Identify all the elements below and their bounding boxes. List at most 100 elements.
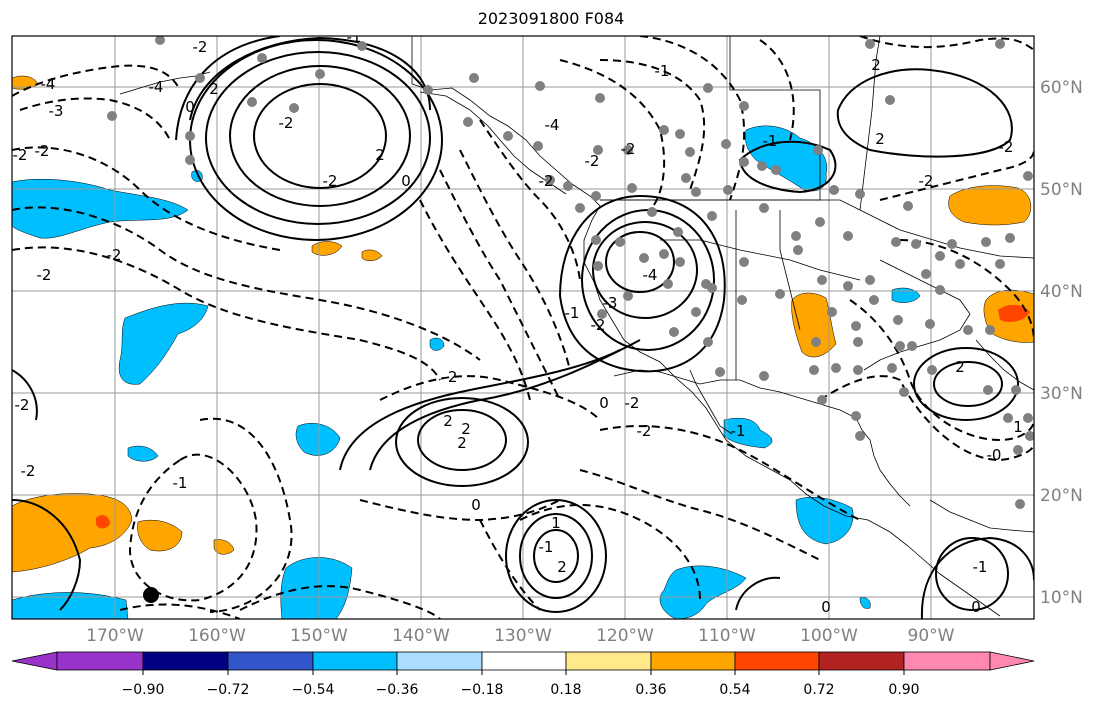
lon-label: 140°W xyxy=(392,626,450,646)
colorbar-segment xyxy=(903,651,991,671)
contour-label: -2 xyxy=(443,368,458,386)
colorbar-segment xyxy=(227,651,314,671)
lat-label: 50°N xyxy=(1040,180,1083,200)
colorbar-segment xyxy=(11,651,58,671)
contour-label: -4 xyxy=(149,78,164,96)
lon-label: 90°W xyxy=(908,626,955,646)
contour-label: 1 xyxy=(551,514,561,532)
negative-shading xyxy=(12,125,921,619)
contour-label: 2 xyxy=(209,80,219,98)
colorbar-segment xyxy=(396,651,483,671)
contour-label: -2 xyxy=(13,146,28,164)
lon-label: 150°W xyxy=(290,626,348,646)
contour-label: -1 xyxy=(565,304,580,322)
contour-label: 2 xyxy=(955,358,965,376)
contour-label: -2 xyxy=(999,138,1014,156)
contour-label: 0 xyxy=(185,98,195,116)
contour-label: -1 xyxy=(973,558,988,576)
contour-label: -2 xyxy=(35,142,50,160)
contour-label: -1 xyxy=(539,538,554,556)
contour-label: -4 xyxy=(545,116,560,134)
contour-label: -2 xyxy=(21,462,36,480)
contour-label: -2 xyxy=(621,140,636,158)
negative-contours xyxy=(12,36,1034,619)
contour-label: -1 xyxy=(655,62,670,80)
colorbar-label: −0.54 xyxy=(292,682,335,698)
lat-label: 20°N xyxy=(1040,486,1083,506)
colorbar-label: −0.36 xyxy=(376,682,419,698)
contour-label: 2 xyxy=(443,412,453,430)
colorbar-label: −0.90 xyxy=(122,682,165,698)
colorbar-segment xyxy=(56,651,144,671)
map-title: 2023091800 F084 xyxy=(477,9,625,28)
contour-label: -1 xyxy=(731,422,746,440)
colorbar-label: −0.72 xyxy=(207,682,250,698)
contour-label: 2 xyxy=(557,558,567,576)
colorbar-segment xyxy=(565,651,652,671)
contour-label: -2 xyxy=(37,266,52,284)
colorbar-label: 0.90 xyxy=(888,682,919,698)
contour-label: -2 xyxy=(919,172,934,190)
map-grid xyxy=(12,36,1034,619)
coastlines xyxy=(119,36,1034,617)
longitude-labels: 170°W 160°W 150°W 140°W 130°W 120°W 110°… xyxy=(86,626,955,646)
contour-label: 2 xyxy=(875,130,885,148)
colorbar-segment xyxy=(650,651,736,671)
lon-label: 130°W xyxy=(494,626,552,646)
lat-label: 40°N xyxy=(1040,282,1083,302)
colorbar xyxy=(11,651,1035,671)
contour-label: -3 xyxy=(49,102,64,120)
colorbar-segment xyxy=(312,651,398,671)
lon-label: 100°W xyxy=(800,626,858,646)
lon-label: 160°W xyxy=(188,626,246,646)
contour-label: 0 xyxy=(599,394,609,412)
contour-label: 2 xyxy=(457,434,467,452)
lon-label: 120°W xyxy=(596,626,654,646)
colorbar-segment xyxy=(142,651,229,671)
contour-label: -0 xyxy=(987,446,1002,464)
lat-label: 30°N xyxy=(1040,384,1083,404)
lat-label: 10°N xyxy=(1040,588,1083,608)
highlight-marker xyxy=(143,587,159,603)
positive-contours xyxy=(12,36,1034,619)
contour-label: -3 xyxy=(603,294,618,312)
contour-label: -4 xyxy=(41,75,56,93)
contour-label: 2 xyxy=(871,56,881,74)
colorbar-segment xyxy=(734,651,820,671)
contour-label: -2 xyxy=(637,422,652,440)
contour-label: -2 xyxy=(585,152,600,170)
contour-label: -1 xyxy=(763,132,778,150)
colorbar-label: 0.18 xyxy=(550,682,581,698)
colorbar-segment xyxy=(481,651,567,671)
contour-label: 1 xyxy=(1013,418,1023,436)
lon-label: 110°W xyxy=(698,626,756,646)
map-border xyxy=(11,35,1035,620)
contour-label: -2 xyxy=(193,38,208,56)
contour-label: -2 xyxy=(323,172,338,190)
contour-label: -2 xyxy=(591,316,606,334)
colorbar-segment xyxy=(989,651,1035,671)
strong-positive-shading xyxy=(96,304,1030,529)
latitude-labels: 60°N 50°N 40°N 30°N 20°N 10°N xyxy=(1040,78,1083,608)
colorbar-label: 0.72 xyxy=(803,682,834,698)
contour-label: 2 xyxy=(375,146,385,164)
colorbar-labels: −0.90 −0.72 −0.54 −0.36 −0.18 0.18 0.36 … xyxy=(122,682,920,698)
colorbar-ticks xyxy=(142,670,905,675)
contour-label: 0 xyxy=(401,172,411,190)
colorbar-label: 0.36 xyxy=(635,682,666,698)
contour-label: -2 xyxy=(625,394,640,412)
contour-label: -1 xyxy=(347,28,362,46)
contour-label: -2 xyxy=(15,396,30,414)
contour-label: -4 xyxy=(643,266,658,284)
contour-label: 2 xyxy=(461,420,471,438)
contour-label: -2 xyxy=(539,172,554,190)
contour-label: 0 xyxy=(971,598,981,616)
contour-label: -2 xyxy=(107,246,122,264)
contour-label: -1 xyxy=(173,474,188,492)
contour-labels: -4 -3 -2 -2 -2 -2 0 2 -4 -2 -1 -2 -2 2 -… xyxy=(13,28,1023,616)
colorbar-segment xyxy=(818,651,905,671)
lat-label: 60°N xyxy=(1040,78,1083,98)
contour-label: 0 xyxy=(821,598,831,616)
colorbar-label: −0.18 xyxy=(461,682,504,698)
